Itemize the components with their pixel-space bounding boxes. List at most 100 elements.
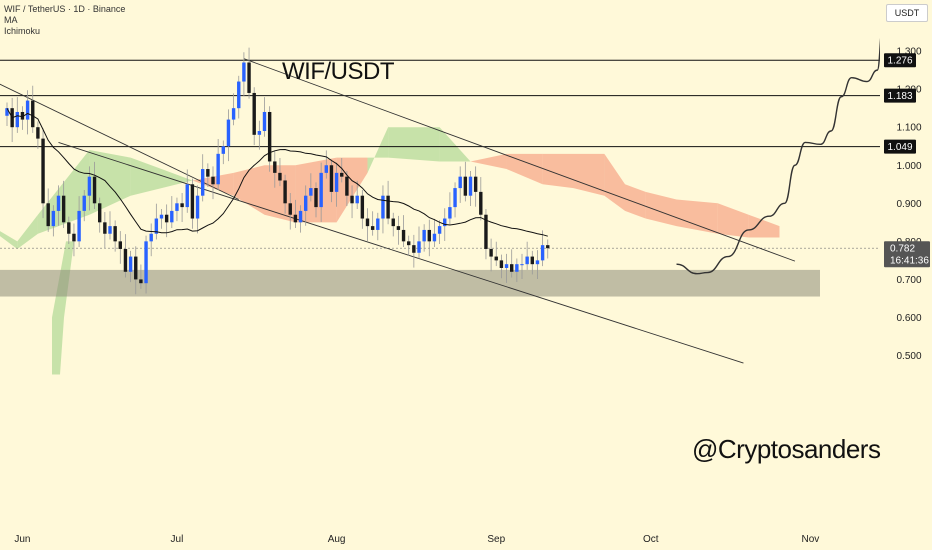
candle-up <box>262 111 267 132</box>
candle-down <box>92 176 97 204</box>
candle-up <box>453 188 457 208</box>
candle-down <box>67 222 71 234</box>
ichimoku-cloud-segment <box>388 127 440 162</box>
candle-down <box>98 203 102 223</box>
candle-countdown-label: 16:41:36 <box>890 256 929 267</box>
candle-down <box>113 226 117 242</box>
price-tag-label: 1.183 <box>887 91 912 102</box>
y-axis-tick-label: 0.600 <box>896 313 921 324</box>
candle-down <box>473 176 478 192</box>
candle-down <box>273 161 277 173</box>
candle-up <box>201 169 205 196</box>
current-price-label: 0.782 <box>890 244 915 255</box>
candle-down <box>494 256 498 261</box>
candle-up <box>82 195 86 211</box>
candle-up <box>221 146 225 154</box>
candle-down <box>61 195 66 223</box>
candle-up <box>458 176 462 189</box>
author-watermark: @Cryptosanders <box>692 434 881 464</box>
candle-down <box>206 169 210 177</box>
candle-down <box>340 172 344 177</box>
candle-up <box>257 131 262 135</box>
candle-down <box>180 203 184 208</box>
candle-up <box>324 165 328 173</box>
moving-average-line <box>6 107 548 237</box>
ichimoku-cloud-segment <box>573 153 605 196</box>
candle-down <box>546 245 550 249</box>
candle-down <box>386 195 390 219</box>
ichimoku-cloud-segment <box>506 153 543 185</box>
candle-up <box>108 226 112 234</box>
ichimoku-cloud-segment <box>233 165 265 215</box>
candle-up <box>525 256 529 265</box>
candle-up <box>56 195 61 211</box>
indicator-ma-label[interactable]: MA <box>4 15 18 25</box>
candle-up <box>87 176 92 196</box>
candle-up <box>226 119 231 147</box>
symbol-header: WIF / TetherUS · 1D · Binance <box>4 4 126 14</box>
candle-up <box>381 195 385 219</box>
candle-up <box>432 233 437 242</box>
candle-down <box>412 245 416 253</box>
candle-down <box>41 138 45 204</box>
candle-up <box>298 210 303 223</box>
price-tag-box <box>884 53 916 68</box>
ichimoku-cloud-segment <box>130 157 162 196</box>
candle-up <box>144 241 148 284</box>
candle-up <box>535 260 540 265</box>
ichimoku-cloud-segment <box>717 203 749 238</box>
candle-down <box>350 195 354 204</box>
candle-up <box>216 153 220 185</box>
candle-up <box>448 207 452 219</box>
candle-down <box>427 229 431 242</box>
candle-up <box>540 245 545 261</box>
x-axis-tick-label: Nov <box>802 534 820 545</box>
candle-down <box>247 62 251 93</box>
candle-down <box>345 176 349 196</box>
candle-up <box>309 188 313 196</box>
candle-down <box>479 191 483 215</box>
candle-up <box>185 184 189 208</box>
candle-up <box>334 172 339 192</box>
chart-title: WIF/USDT <box>282 58 394 85</box>
candle-down <box>391 218 395 227</box>
candle-down <box>510 264 514 272</box>
ichimoku-cloud-segment <box>367 127 389 173</box>
candle-up <box>422 229 426 242</box>
candle-up <box>149 233 153 242</box>
price-tag-label: 1.049 <box>887 142 912 153</box>
candle-down <box>72 233 76 242</box>
candle-down <box>407 241 411 246</box>
plot-area <box>0 38 880 375</box>
price-tag-box <box>884 139 916 154</box>
candle-up <box>175 203 179 211</box>
candle-down <box>267 111 272 162</box>
candle-up <box>242 62 246 82</box>
ichimoku-cloud-segment <box>17 214 38 249</box>
price-tag-label: 1.276 <box>887 56 912 67</box>
candle-down <box>123 248 128 272</box>
y-axis-tick-label: 0.700 <box>896 275 921 286</box>
candle-down <box>499 260 504 268</box>
candle-up <box>417 241 421 253</box>
indicator-ichimoku-label[interactable]: Ichimoku <box>4 26 41 36</box>
candle-down <box>211 176 215 185</box>
currency-button[interactable]: USDT <box>886 4 928 22</box>
candle-down <box>283 180 287 204</box>
x-axis-tick-label: Oct <box>643 534 659 545</box>
candle-down <box>252 92 256 135</box>
candle-up <box>51 210 56 227</box>
candle-up <box>468 176 473 196</box>
candle-up <box>154 218 159 234</box>
ichimoku-cloud-segment <box>542 153 574 189</box>
candle-up <box>443 218 447 227</box>
ichimoku-cloud-segment <box>52 241 74 375</box>
candle-up <box>504 264 509 268</box>
current-price-tag <box>884 241 930 268</box>
candle-down <box>463 176 468 196</box>
x-axis-tick-label: Aug <box>328 534 346 545</box>
candle-up <box>15 111 19 128</box>
candle-down <box>31 100 35 128</box>
ichimoku-cloud-segment <box>604 153 625 211</box>
